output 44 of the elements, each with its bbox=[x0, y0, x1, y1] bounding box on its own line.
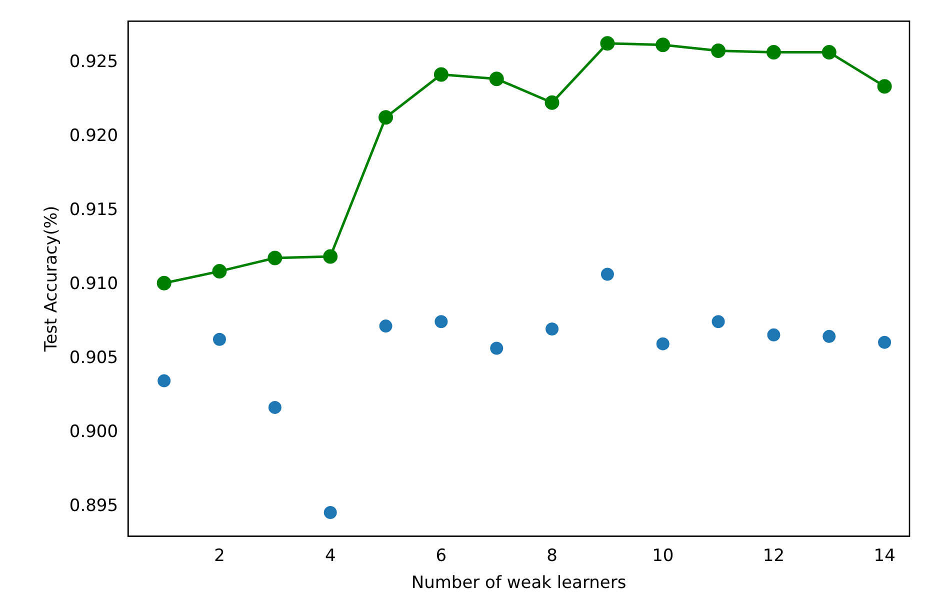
point bbox=[822, 330, 836, 343]
y-tick-label: 0.900 bbox=[69, 422, 118, 442]
point bbox=[213, 332, 226, 346]
point bbox=[489, 72, 504, 86]
x-axis-title: Number of weak learners bbox=[411, 573, 626, 594]
point bbox=[877, 79, 892, 94]
point bbox=[323, 249, 338, 264]
x-tick-label: 6 bbox=[436, 546, 447, 566]
point bbox=[212, 264, 227, 279]
y-tick-label: 0.925 bbox=[69, 52, 118, 72]
point bbox=[766, 45, 781, 60]
point bbox=[544, 95, 560, 110]
x-tick-label: 8 bbox=[546, 546, 558, 566]
point bbox=[546, 322, 559, 336]
x-tick-label: 2 bbox=[214, 546, 225, 566]
point bbox=[268, 400, 282, 414]
y-tick-label: 0.910 bbox=[69, 274, 118, 294]
point bbox=[378, 110, 394, 125]
point bbox=[767, 328, 780, 342]
y-tick-label: 0.895 bbox=[69, 496, 118, 516]
y-axis-title: Test Accuracy(%) bbox=[42, 206, 62, 353]
x-tick-label: 12 bbox=[762, 546, 785, 566]
point bbox=[712, 315, 725, 328]
point bbox=[324, 506, 337, 520]
point bbox=[434, 67, 448, 82]
point bbox=[656, 38, 670, 52]
point bbox=[600, 268, 614, 281]
y-tick-label: 0.915 bbox=[69, 200, 118, 220]
point bbox=[158, 374, 171, 388]
point bbox=[156, 276, 172, 290]
point bbox=[490, 342, 504, 355]
point bbox=[600, 36, 615, 51]
point bbox=[822, 45, 836, 60]
point bbox=[434, 315, 448, 328]
point bbox=[268, 250, 282, 266]
point bbox=[711, 44, 726, 58]
y-tick-label: 0.920 bbox=[69, 126, 118, 146]
x-tick-label: 14 bbox=[874, 546, 896, 566]
x-tick-label: 4 bbox=[324, 546, 336, 566]
point bbox=[379, 320, 392, 333]
point bbox=[656, 337, 670, 350]
y-tick-label: 0.905 bbox=[69, 348, 118, 368]
point bbox=[878, 336, 892, 349]
x-tick-label: 10 bbox=[652, 546, 674, 566]
